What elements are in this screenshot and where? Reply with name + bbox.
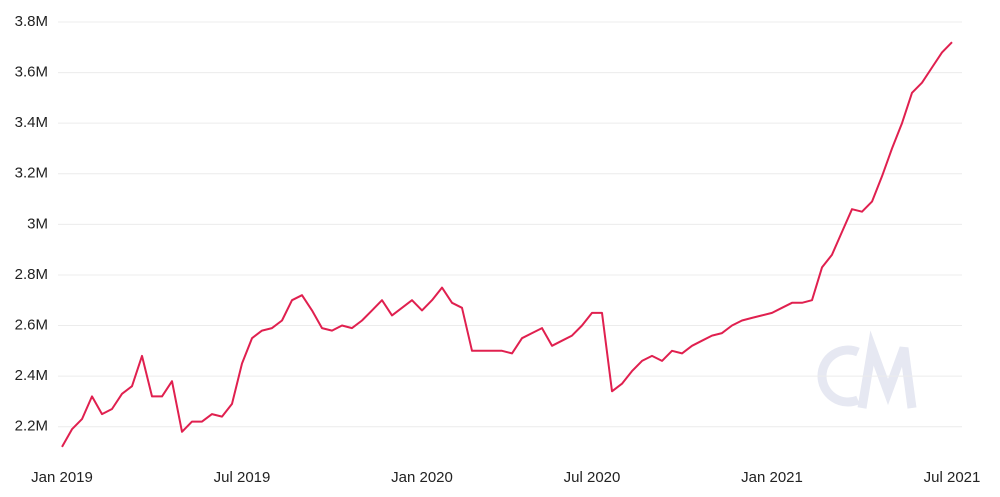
y-tick-label: 2.2M (15, 418, 48, 435)
watermark-logo (817, 330, 917, 409)
x-tick-label: Jan 2021 (741, 469, 803, 486)
y-tick-label: 3.2M (15, 165, 48, 182)
x-tick-label: Jul 2020 (564, 469, 621, 486)
x-tick-label: Jan 2019 (31, 469, 93, 486)
y-tick-label: 3.6M (15, 64, 48, 81)
x-tick-label: Jul 2019 (214, 469, 271, 486)
data-line (61, 41, 953, 448)
y-tick-label: 2.4M (15, 367, 48, 384)
x-tick-label: Jul 2021 (924, 469, 981, 486)
x-tick-label: Jan 2020 (391, 469, 453, 486)
y-tick-label: 3.8M (15, 13, 48, 30)
y-tick-label: 3M (27, 215, 48, 232)
y-tick-label: 3.4M (15, 114, 48, 131)
y-tick-label: 2.6M (15, 316, 48, 333)
y-tick-label: 2.8M (15, 266, 48, 283)
